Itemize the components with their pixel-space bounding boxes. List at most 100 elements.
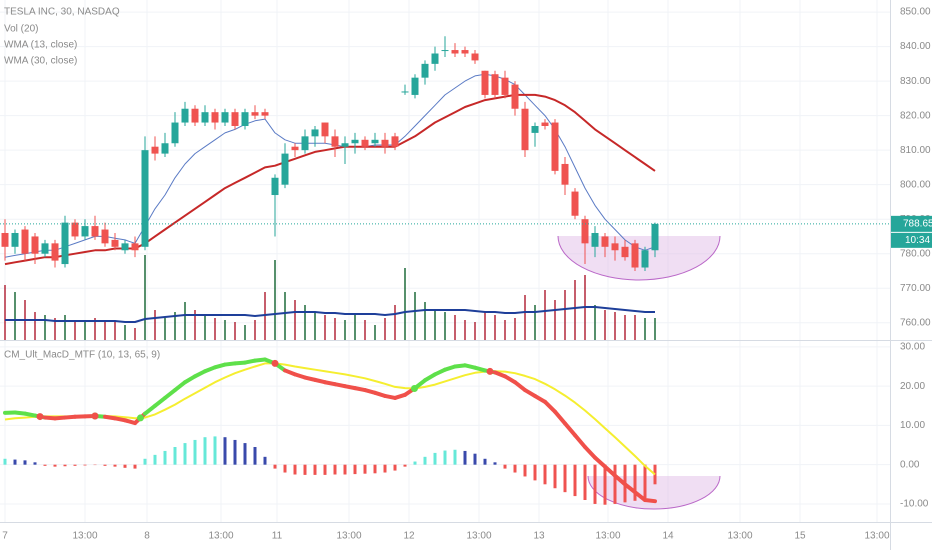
candle-body — [151, 146, 159, 154]
x-tick-label: 8 — [144, 531, 150, 542]
candle-body — [551, 122, 559, 171]
marks — [0, 36, 890, 505]
labels: TESLA INC, 30, NASDAQ Vol (20) WMA (13, … — [2, 7, 932, 542]
x-tick-label: 14 — [662, 531, 674, 542]
candle-body — [511, 84, 519, 109]
macd-segment — [613, 473, 627, 487]
candle-body — [541, 122, 549, 126]
legend-entry: WMA (13, close) — [4, 40, 77, 51]
price-tag — [891, 215, 932, 232]
candle-body — [161, 143, 169, 154]
macd-segment — [563, 421, 577, 438]
macd-segment — [543, 399, 557, 414]
y-tick-label: 820.00 — [900, 110, 931, 121]
countdown-tag — [891, 232, 932, 248]
candle-body — [331, 136, 339, 147]
candle-body — [371, 139, 379, 144]
candle-body — [451, 50, 459, 54]
candle-body — [111, 239, 119, 247]
candle-body — [361, 139, 369, 147]
candle-body — [211, 112, 219, 123]
line-series — [5, 306, 655, 323]
annotation-arc — [587, 476, 721, 510]
candle-body — [181, 108, 189, 123]
legend-entry: WMA (30, close) — [4, 56, 77, 67]
candle-body — [231, 112, 239, 126]
y-tick-label: 850.00 — [900, 7, 931, 18]
price-tag-label: 788.65 — [903, 218, 932, 229]
macd-segment — [583, 445, 597, 460]
candle-body — [281, 153, 289, 185]
cross-dot — [36, 413, 44, 421]
x-tick-label: 11 — [272, 531, 283, 542]
macd-segment — [173, 380, 187, 393]
candle-body — [101, 229, 109, 244]
candle-body — [31, 236, 39, 254]
candle-body — [531, 125, 539, 133]
cross-dot — [136, 414, 144, 422]
y-tick-label: 810.00 — [900, 145, 931, 156]
candle-body — [21, 229, 29, 254]
candle-body — [631, 243, 639, 268]
line-series — [4, 73, 656, 258]
x-tick-label: 13 — [533, 531, 545, 542]
candle-body — [351, 139, 359, 144]
x-tick-label: 13:00 — [864, 531, 889, 542]
y-tick-label: 830.00 — [900, 76, 931, 87]
candle-body — [651, 223, 659, 251]
y-tick-label: 760.00 — [900, 317, 931, 328]
x-tick-label: 13:00 — [466, 531, 491, 542]
macd-segment — [143, 403, 157, 416]
candle-body — [381, 139, 389, 147]
y-tick-label: 770.00 — [900, 283, 931, 294]
macd-segment — [553, 409, 567, 426]
candle-body — [81, 226, 89, 237]
macd-segment — [593, 455, 607, 469]
x-tick-label: 15 — [794, 531, 806, 542]
x-tick-label: 13:00 — [595, 531, 620, 542]
x-tick-label: 13:00 — [208, 531, 233, 542]
countdown-label: 10:34 — [905, 235, 930, 246]
candle-body — [191, 108, 199, 123]
candle-body — [321, 122, 329, 137]
macd-segment — [633, 490, 647, 503]
candle-body — [611, 243, 619, 251]
chart-title: TESLA INC, 30, NASDAQ — [4, 7, 120, 18]
macd-segment — [513, 380, 527, 393]
candle-body — [621, 246, 629, 258]
candle-body — [591, 232, 599, 247]
candle-body — [141, 150, 149, 247]
candle-body — [121, 243, 129, 251]
y-tick-label: 0.00 — [900, 459, 920, 470]
x-tick-label: 13:00 — [336, 531, 361, 542]
candle-body — [411, 77, 419, 95]
candle-body — [501, 77, 509, 95]
candle-body — [271, 177, 279, 196]
cross-dot — [91, 412, 99, 420]
annotation-arc — [557, 236, 721, 281]
macd-segment — [623, 482, 637, 495]
candle-body — [251, 112, 259, 116]
y-tick-label: -10.00 — [900, 499, 929, 510]
candle-body — [341, 143, 349, 147]
candle-body — [601, 236, 609, 247]
candle-body — [171, 122, 179, 144]
y-tick-label: 800.00 — [900, 179, 931, 190]
candle-body — [431, 53, 439, 64]
candle-body — [491, 74, 499, 95]
candle-body — [391, 136, 399, 147]
candle-body — [11, 232, 19, 247]
candle-body — [561, 163, 569, 185]
macd-segment — [163, 388, 177, 400]
line-series — [4, 93, 656, 266]
candle-body — [261, 112, 269, 116]
candle-body — [311, 129, 319, 137]
macd-segment — [153, 395, 167, 408]
candle-body — [481, 70, 489, 95]
candle-body — [471, 53, 479, 61]
candle-body — [201, 112, 209, 123]
x-tick-label: 12 — [403, 531, 415, 542]
y-tick-label: 10.00 — [900, 420, 925, 431]
macd-segment — [573, 433, 587, 450]
